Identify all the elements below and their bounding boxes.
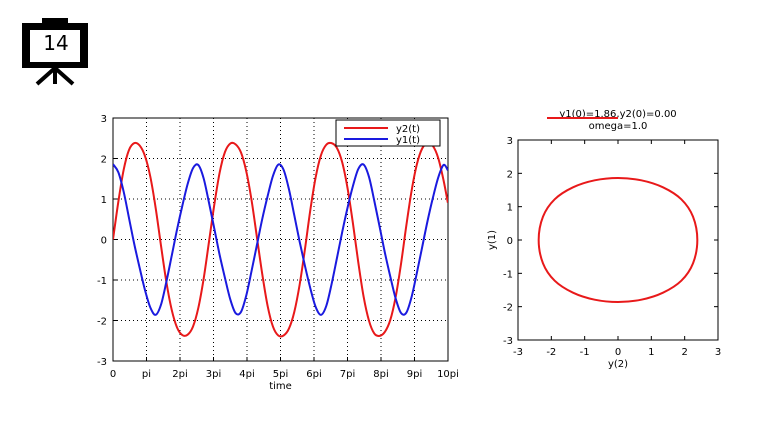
x-tick-label: 4pi bbox=[239, 369, 255, 380]
x-tick-label: -2 bbox=[546, 347, 556, 358]
x-tick-label: 8pi bbox=[373, 369, 389, 380]
series-line-y1t bbox=[113, 163, 448, 316]
y-tick-label: -1 bbox=[97, 276, 107, 287]
y-tick-label: 0 bbox=[507, 236, 513, 247]
chart-subtitle: omega=1.0 bbox=[589, 121, 648, 132]
y-tick-label: 1 bbox=[507, 203, 513, 214]
chart-title: y1(0)=1.86,y2(0)=0.00 bbox=[559, 109, 676, 120]
phase-orbit-line bbox=[537, 177, 699, 304]
y-tick-label: -2 bbox=[503, 303, 513, 314]
y-tick-label: 2 bbox=[101, 155, 107, 166]
presentation-board-icon bbox=[22, 18, 88, 86]
x-axis-label: time bbox=[269, 381, 292, 392]
y-tick-label: 1 bbox=[101, 195, 107, 206]
x-tick-label: 0 bbox=[615, 347, 621, 358]
y-tick-label: -2 bbox=[97, 317, 107, 328]
y-tick-label: 2 bbox=[507, 169, 513, 180]
y-tick-label: -3 bbox=[503, 336, 513, 347]
legend-label: y1(t) bbox=[396, 135, 420, 146]
slide-number: 14 bbox=[43, 31, 69, 55]
legend-box bbox=[335, 119, 441, 147]
y-tick-label: 3 bbox=[101, 114, 107, 125]
x-tick-label: -3 bbox=[513, 347, 523, 358]
y-tick-label: 3 bbox=[507, 136, 513, 147]
y-axis-label: y(1) bbox=[487, 230, 498, 250]
y-tick-label: -3 bbox=[97, 357, 107, 368]
y-tick-label: 0 bbox=[101, 236, 107, 247]
y-tick-label: -1 bbox=[503, 269, 513, 280]
x-tick-label: 0 bbox=[110, 369, 116, 380]
x-tick-label: pi bbox=[142, 369, 151, 380]
x-tick-label: 3pi bbox=[206, 369, 222, 380]
legend-label: y2(t) bbox=[396, 124, 420, 135]
x-axis-label: y(2) bbox=[608, 359, 628, 370]
x-tick-label: 6pi bbox=[306, 369, 322, 380]
series-line-y2t bbox=[113, 141, 448, 338]
x-tick-label: -1 bbox=[580, 347, 590, 358]
x-tick-label: 7pi bbox=[340, 369, 356, 380]
x-tick-label: 2 bbox=[681, 347, 687, 358]
x-tick-label: 3 bbox=[715, 347, 721, 358]
x-tick-label: 2pi bbox=[172, 369, 188, 380]
plot-frame bbox=[517, 139, 719, 341]
x-tick-label: 5pi bbox=[273, 369, 289, 380]
x-tick-label: 9pi bbox=[407, 369, 423, 380]
x-tick-label: 1 bbox=[648, 347, 654, 358]
x-tick-label: 10pi bbox=[437, 369, 459, 380]
